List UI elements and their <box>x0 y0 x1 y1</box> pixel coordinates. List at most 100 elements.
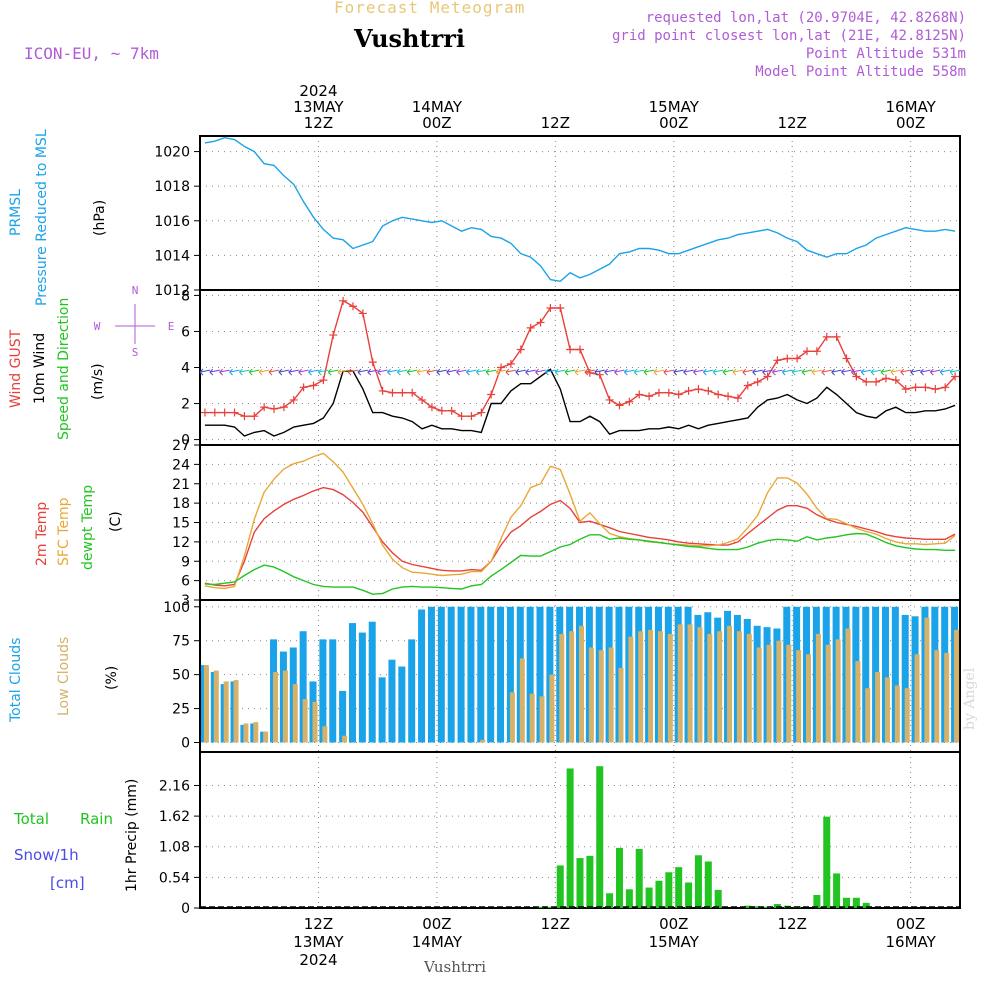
rain-bar <box>694 855 702 908</box>
ytick-label: 12 <box>172 535 190 551</box>
gust-marker <box>388 388 397 397</box>
total-cloud-bar <box>457 606 465 743</box>
wind-arrow <box>604 368 615 376</box>
ytick-label: 2 <box>181 397 190 413</box>
top-time-label: 00Z <box>422 114 451 132</box>
gust-marker <box>585 368 594 377</box>
total-cloud-bar <box>348 623 356 743</box>
gust-marker <box>891 376 900 385</box>
wind-arrow <box>446 368 457 376</box>
panel-pressure: 1012 1014 1016 1018 1020 <box>154 135 961 299</box>
top-time-label: 15MAY <box>649 98 700 116</box>
wind-arrow <box>406 368 418 376</box>
wind-arrow <box>841 368 852 376</box>
low-cloud-bar <box>657 631 663 743</box>
ytick-label: 1020 <box>154 145 190 161</box>
ytick-label: 0 <box>181 433 190 449</box>
total-cloud-bar <box>418 609 426 743</box>
gust-marker <box>240 412 249 421</box>
rain-bar <box>852 897 860 908</box>
gust-marker <box>418 395 427 404</box>
gust-marker <box>457 412 466 421</box>
total-cloud-bar <box>901 614 909 743</box>
rain-bar <box>606 893 614 908</box>
compass-s: S <box>132 346 139 359</box>
total-cloud-bar <box>339 690 347 743</box>
low-cloud-bar <box>253 722 259 743</box>
ytick-label: 1018 <box>154 179 190 195</box>
gust-marker <box>645 392 654 401</box>
wind-arrow <box>278 368 289 376</box>
ytick-label: 1016 <box>154 214 190 230</box>
bottom-time-label: 00Z <box>659 915 688 933</box>
low-cloud-bar <box>667 633 673 743</box>
compass-w: W <box>94 320 101 333</box>
wind-arrow <box>288 368 299 376</box>
wind-arrow <box>821 368 832 376</box>
location-title: Vushtrri <box>354 24 465 53</box>
gust-marker <box>279 403 288 412</box>
bottom-time-label: 00Z <box>422 915 451 933</box>
low-cloud-bar <box>776 640 782 743</box>
wind-arrow <box>633 368 645 376</box>
low-cloud-bar <box>717 631 723 743</box>
top-time-label: 00Z <box>896 114 925 132</box>
wind-arrow <box>466 368 477 376</box>
gust-marker <box>506 359 515 368</box>
top-time-label: 12Z <box>541 114 570 132</box>
gust-marker <box>556 304 565 313</box>
wind-arrow <box>199 368 211 376</box>
gust-marker <box>605 395 614 404</box>
wind-arrow <box>702 368 714 376</box>
wind-arrow <box>900 368 911 376</box>
low-cloud-bar <box>727 625 733 743</box>
gust-marker <box>753 377 762 386</box>
wind10m-line <box>204 368 956 437</box>
wind-arrow <box>929 368 941 376</box>
wind-arrow <box>387 368 398 376</box>
top-time-label: 16MAY <box>886 98 937 116</box>
gust-marker <box>546 304 555 313</box>
low-cloud-bar <box>342 735 348 743</box>
gust-marker <box>852 372 861 381</box>
bottom-time-label: 00Z <box>896 915 925 933</box>
wind-arrow <box>209 368 220 376</box>
total-cloud-bar <box>506 606 514 743</box>
gust-marker <box>299 383 308 392</box>
total-cloud-bar <box>329 639 337 743</box>
low-cloud-bar <box>549 674 555 743</box>
total-cloud-bar <box>546 606 554 743</box>
wind-arrow <box>614 368 625 376</box>
low-cloud-bar <box>588 647 594 743</box>
low-cloud-bar <box>845 628 851 743</box>
total-cloud-bar <box>467 606 475 743</box>
wind-arrow <box>890 368 901 376</box>
ytick-label: 100 <box>163 600 190 616</box>
gust-marker <box>733 394 742 403</box>
gust-marker <box>654 388 663 397</box>
low-cloud-bar <box>904 688 910 743</box>
low-cloud-bar <box>282 670 288 743</box>
footer-location: Vushtrri <box>424 958 487 976</box>
wind-arrow <box>762 368 773 376</box>
low-cloud-bar <box>875 671 881 743</box>
wind-arrow <box>683 368 694 376</box>
low-cloud-bar <box>924 617 930 743</box>
bottom-time-label: 15MAY <box>649 933 700 951</box>
wind-arrow <box>535 368 546 376</box>
low-cloud-bar <box>638 631 644 743</box>
ytick-label: 2.16 <box>159 778 190 794</box>
gust-marker <box>329 331 338 340</box>
low-cloud-bar <box>796 650 802 743</box>
rain-bar <box>556 865 564 908</box>
wind-arrow <box>268 368 280 376</box>
low-cloud-bar <box>569 631 575 743</box>
low-cloud-bar <box>223 681 229 743</box>
gust-marker <box>358 309 367 318</box>
wind-arrow <box>485 368 497 376</box>
low-cloud-bar <box>648 629 654 743</box>
total-cloud-bar <box>477 606 485 743</box>
rain-bar <box>862 902 870 908</box>
ytick-label: 75 <box>172 634 190 650</box>
gust-marker <box>487 390 496 399</box>
